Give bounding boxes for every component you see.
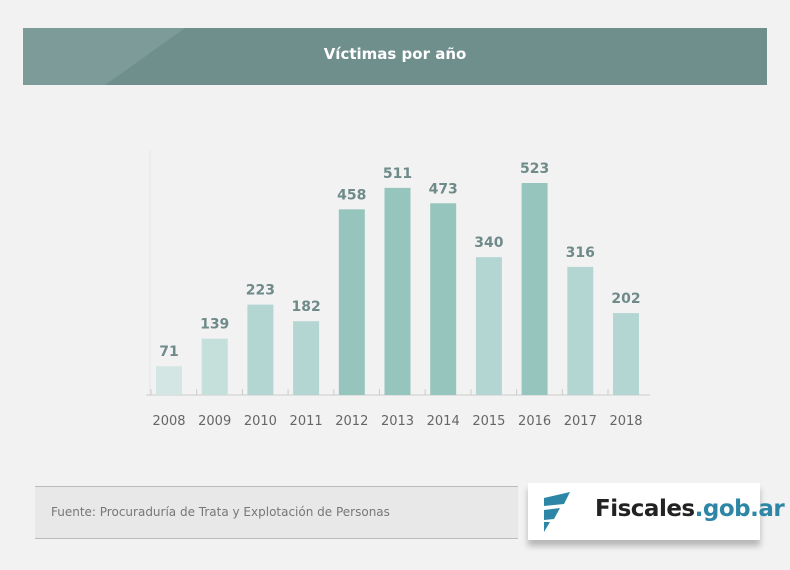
banner-decoration — [23, 28, 105, 85]
x-tick-label-2014: 2014 — [427, 414, 460, 429]
bar-2018 — [613, 313, 639, 395]
bar-2011 — [293, 321, 320, 395]
bar-2010 — [247, 304, 274, 395]
source-note: Fuente: Procuraduría de Trata y Explotac… — [35, 486, 518, 539]
bar-2017 — [567, 266, 594, 395]
x-tick-label-2008: 2008 — [152, 414, 185, 429]
fiscales-logo[interactable]: Fiscales.gob.ar — [528, 483, 785, 540]
data-label-2011: 182 — [291, 299, 320, 315]
x-tick-label-2016: 2016 — [518, 414, 551, 429]
x-tick-label-2015: 2015 — [472, 414, 505, 429]
chart-title-banner: Víctimas por año — [23, 28, 767, 85]
data-label-2010: 223 — [246, 283, 275, 299]
logo-f-icon — [544, 492, 570, 532]
x-tick-label-2011: 2011 — [290, 414, 323, 429]
bar-2016 — [521, 183, 548, 395]
x-tick-label-2013: 2013 — [381, 414, 414, 429]
bar-chart: 71 2008 139 2009 223 2010 182 2011 458 2012 511 201… — [146, 150, 650, 429]
data-label-2017: 316 — [566, 245, 595, 261]
data-label-2015: 340 — [474, 235, 503, 251]
source-text: Fuente: Procuraduría de Trata y Explotac… — [51, 505, 390, 519]
chart-title: Víctimas por año — [323, 45, 467, 63]
data-label-2008: 71 — [159, 344, 178, 360]
bar-2012 — [338, 209, 365, 395]
data-label-2018: 202 — [611, 291, 640, 307]
logo-accent-text: .gob.ar — [694, 496, 785, 522]
data-label-2009: 139 — [200, 317, 229, 333]
logo-main-text: Fiscales — [595, 496, 695, 522]
data-label-2014: 473 — [429, 181, 458, 197]
x-tick-label-2017: 2017 — [564, 414, 597, 429]
data-label-2012: 458 — [337, 187, 366, 203]
bar-2015 — [475, 257, 502, 395]
bar-2014 — [430, 203, 457, 395]
banner-decoration-diagonal — [105, 28, 185, 85]
x-tick-label-2009: 2009 — [198, 414, 231, 429]
bar-2013 — [384, 187, 411, 395]
bar-2008 — [156, 366, 182, 395]
x-tick-label-2012: 2012 — [335, 414, 368, 429]
x-tick-label-2018: 2018 — [609, 414, 642, 429]
x-tick-label-2010: 2010 — [244, 414, 277, 429]
data-label-2013: 511 — [383, 166, 412, 182]
bar-2009 — [201, 338, 228, 395]
data-label-2016: 523 — [520, 161, 549, 177]
